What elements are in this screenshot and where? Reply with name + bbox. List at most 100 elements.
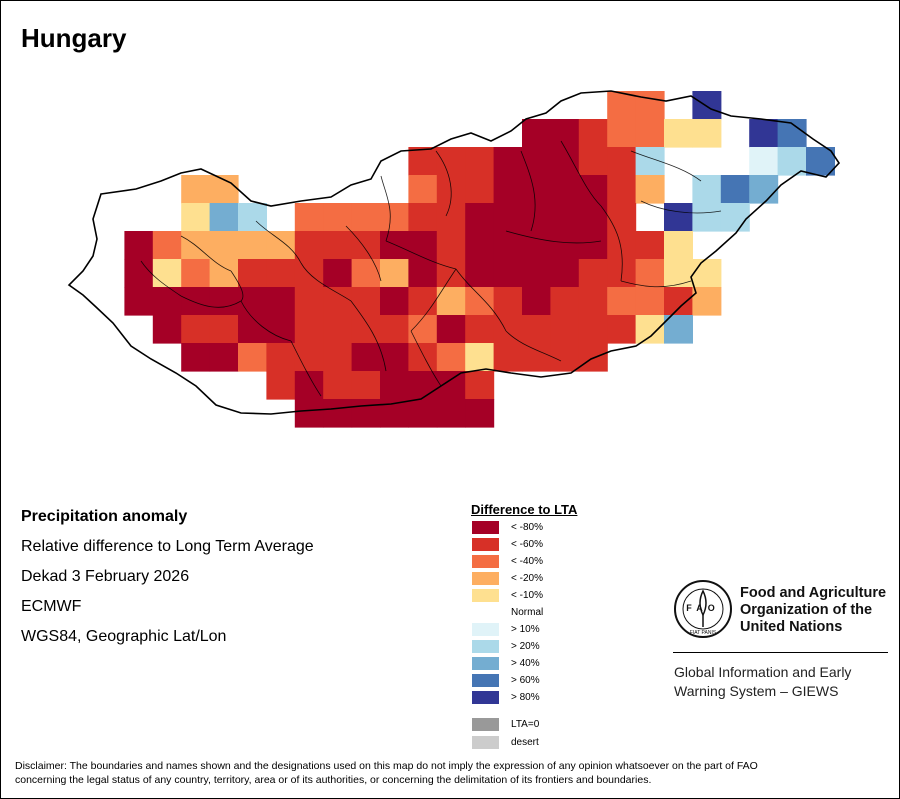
anomaly-cell [181,287,211,316]
anomaly-cell [522,147,551,176]
anomaly-cell [465,287,495,316]
anomaly-cell [749,175,779,204]
anomaly-cell [266,231,296,260]
anomaly-cell [664,287,693,316]
anomaly-cell [408,399,438,428]
anomaly-cell [664,203,693,232]
anomaly-cell [578,119,608,148]
map-title: Hungary [21,23,127,53]
anomaly-cell [550,315,580,344]
fao-organization-name: Food and Agriculture Organization of the… [740,585,886,636]
legend-swatch [472,521,499,534]
fao-org-line-3: United Nations [740,619,843,635]
fao-logo-icon: FAO FIAT PANIS [674,580,732,638]
legend-label: < -20% [511,573,543,584]
legend-swatch [472,589,499,602]
anomaly-cell [635,91,665,120]
anomaly-cell [294,231,324,260]
anomaly-cell [635,119,665,148]
anomaly-cell [209,259,239,288]
anomaly-cell [380,287,409,316]
anomaly-cell [436,203,466,232]
anomaly-grid [124,91,835,428]
anomaly-cell [522,175,551,204]
anomaly-cell [181,315,211,344]
legend-swatch [472,736,499,749]
logo-ring-text: FIAT PANIS [690,630,717,636]
anomaly-cell [607,203,637,232]
anomaly-cell [692,203,722,232]
anomaly-cell [578,287,608,316]
anomaly-cell [465,203,495,232]
anomaly-cell [238,287,267,316]
legend-swatch [472,538,499,551]
anomaly-cell [692,175,722,204]
anomaly-cell [408,287,438,316]
info-heading: Precipitation anomaly [21,508,188,525]
info-line-2: Dekad 3 February 2026 [21,568,190,585]
logo-text: FAO [686,603,720,613]
info-line-4: WGS84, Geographic Lat/Lon [21,628,227,645]
anomaly-cell [522,119,551,148]
giews-line-1: Global Information and Early [674,664,852,680]
legend-label: > 10% [511,624,540,635]
legend-label: > 60% [511,675,540,686]
anomaly-cell [436,315,466,344]
anomaly-cell [493,147,523,176]
legend-label: > 80% [511,692,540,703]
anomaly-cell [436,147,466,176]
anomaly-cell [351,231,381,260]
anomaly-cell [152,287,182,316]
legend-label: LTA=0 [511,719,540,730]
anomaly-cell [578,203,608,232]
anomaly-cell [408,343,438,372]
anomaly-cell [720,175,750,204]
anomaly-cell [294,399,324,428]
anomaly-cell [294,315,324,344]
anomaly-cell [607,147,637,176]
anomaly-cell [351,259,381,288]
anomaly-cell [351,203,381,232]
legend-swatch [472,718,499,731]
anomaly-cell [266,315,296,344]
anomaly-cell [294,203,324,232]
anomaly-cell [408,371,438,400]
anomaly-cell [209,287,239,316]
anomaly-cell [380,371,409,400]
anomaly-cell [323,231,353,260]
anomaly-cell [635,287,665,316]
anomaly-cell [351,399,381,428]
legend-swatch [472,572,499,585]
anomaly-cell [635,315,665,344]
anomaly-cell [493,203,523,232]
anomaly-cell [607,287,637,316]
anomaly-cell [408,175,438,204]
anomaly-cell [294,287,324,316]
anomaly-cell [493,287,523,316]
anomaly-cell [522,259,551,288]
anomaly-cell [408,203,438,232]
anomaly-cell [238,259,267,288]
anomaly-cell [266,343,296,372]
anomaly-cell [550,119,580,148]
anomaly-cell [493,231,523,260]
anomaly-cell [124,259,154,288]
anomaly-cell [465,175,495,204]
anomaly-cell [550,175,580,204]
anomaly-cell [238,231,267,260]
legend-swatch [472,623,499,636]
anomaly-cell [550,231,580,260]
anomaly-cell [522,231,551,260]
legend-label: Normal [511,607,544,618]
anomaly-cell [493,259,523,288]
anomaly-cell [664,119,693,148]
info-line-3: ECMWF [21,598,82,615]
anomaly-cell [238,343,267,372]
anomaly-cell [578,147,608,176]
anomaly-cell [323,287,353,316]
anomaly-cell [408,315,438,344]
anomaly-cell [266,259,296,288]
legend-swatch [472,555,499,568]
anomaly-cell [436,343,466,372]
